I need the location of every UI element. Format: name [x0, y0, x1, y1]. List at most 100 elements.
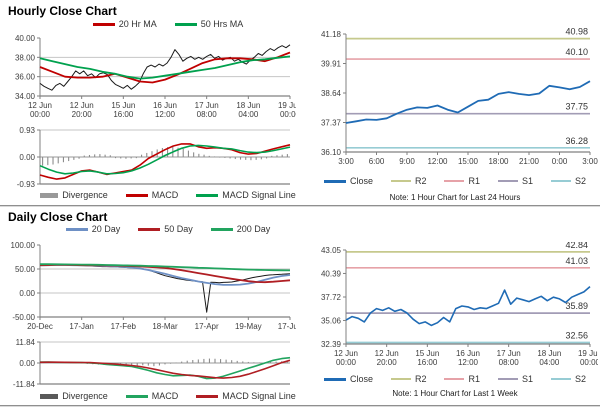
x-tick-label: 08:00 — [499, 358, 520, 367]
y-tick-label: 38.00 — [15, 53, 36, 62]
legend-item: R2 — [390, 176, 426, 186]
x-tick-label: 12 Jun — [70, 101, 94, 110]
hourly-ma-legend: 20 Hr MA 50 Hrs MA — [40, 19, 296, 29]
series-50 Hrs MA — [39, 55, 291, 80]
line-swatch-icon — [92, 22, 115, 26]
y-tick-label: 36.10 — [321, 148, 342, 157]
legend-item: 20 Day — [65, 224, 120, 234]
legend-label: Divergence — [62, 190, 108, 200]
x-tick-label: 17 Jun — [497, 349, 521, 358]
close-24h-plot: 40.98 40.10 37.75 36.28 41.18 39.91 38.64 37.37… — [321, 27, 598, 166]
bar-swatch-icon — [40, 192, 59, 198]
y-tick-label: 50.00 — [15, 265, 36, 274]
x-tick-label: 17-Apr — [195, 322, 219, 331]
series-200 Day — [40, 263, 291, 272]
level-label-R1: 41.03 — [565, 256, 588, 266]
legend-item: MACD Signal Line — [196, 391, 296, 401]
y-tick-label: 41.18 — [321, 30, 342, 39]
y-tick-label: 40.39 — [321, 269, 342, 278]
series-Close — [39, 263, 291, 313]
y-tick-label: 0.00 — [19, 153, 35, 162]
legend-label: R2 — [414, 374, 427, 384]
x-tick-label: 00:00 — [30, 110, 51, 119]
x-tick-label: 12 Jun — [375, 349, 399, 358]
line-swatch-icon — [65, 227, 88, 231]
legend-label: Close — [349, 176, 373, 186]
x-tick-label: 0:00 — [552, 157, 568, 166]
level-label-S2: 32.56 — [565, 331, 588, 341]
y-tick-label: -50.00 — [12, 313, 35, 322]
series-MACD Signal Line — [39, 359, 291, 379]
x-tick-label: 12:00 — [155, 110, 176, 119]
line-swatch-icon — [444, 378, 465, 380]
x-tick-label: 12 Jun — [334, 349, 358, 358]
series-MACD Signal Line — [39, 144, 291, 175]
close-24h-legend: Close R2 R1 S1 S2 — [312, 176, 598, 186]
level-label-S2: 36.28 — [565, 136, 588, 146]
line-swatch-icon — [444, 180, 465, 182]
daily-macd-legend: Divergence MACD MACD Signal Line — [40, 391, 296, 401]
legend-label: MACD — [151, 190, 179, 200]
series-20 Hr MA — [39, 51, 291, 84]
hourly-close-chart: 40.00 38.00 36.00 34.00 12 Jun 00:00 12 Jun 20:… — [2, 30, 302, 127]
legend-label: MACD — [151, 391, 179, 401]
hourly-macd-chart: 0.93 0.00 -0.93 — [2, 122, 296, 197]
legend-label: 200 Day — [236, 224, 271, 234]
x-tick-label: 12 Jun — [28, 101, 52, 110]
bottom-divider — [0, 405, 600, 407]
y-tick-label: 35.06 — [321, 316, 342, 325]
legend-label: R1 — [468, 374, 480, 384]
level-label-R1: 40.10 — [565, 47, 588, 57]
hourly-section-title: Hourly Close Chart — [8, 4, 117, 18]
legend-label: S2 — [575, 176, 587, 186]
y-tick-label: 32.39 — [321, 340, 342, 349]
x-tick-label: 16 Jun — [153, 101, 177, 110]
daily-macd-plot: 11.84 0.00 -11.84 — [13, 338, 291, 389]
close-1week-legend: Close R2 R1 S1 S2 — [312, 374, 598, 384]
y-tick-label: 36.00 — [15, 73, 36, 82]
x-tick-label: 18 Jun — [537, 349, 561, 358]
x-tick-label: 6:00 — [369, 157, 385, 166]
legend-item: 50 Day — [138, 224, 193, 234]
y-tick-label: -11.84 — [13, 380, 36, 389]
legend-item: MACD Signal Line — [196, 190, 296, 200]
line-swatch-icon — [390, 378, 411, 380]
x-tick-label: 16:00 — [113, 110, 134, 119]
daily-close-chart: 100.00 50.00 0.00 -50.00 20-Dec 17-Jan 17-Feb 1… — [2, 237, 303, 340]
x-tick-label: 15:00 — [458, 157, 479, 166]
legend-label: S1 — [522, 374, 534, 384]
legend-item: 20 Hr MA — [92, 19, 157, 29]
close-24h-pivot-chart: 40.98 40.10 37.75 36.28 41.18 39.91 38.64 37.37… — [302, 26, 598, 179]
legend-item: 200 Day — [210, 224, 271, 234]
line-swatch-icon — [125, 193, 148, 197]
x-tick-label: 04:00 — [238, 110, 259, 119]
legend-item: 50 Hrs MA — [174, 19, 243, 29]
line-swatch-icon — [551, 180, 572, 182]
y-tick-label: 43.05 — [321, 246, 342, 255]
bar-swatch-icon — [40, 393, 59, 399]
legend-item: S1 — [498, 176, 533, 186]
daily-section-title: Daily Close Chart — [8, 210, 108, 224]
x-tick-label: 18-Mar — [152, 322, 178, 331]
x-tick-label: 17-Jan — [69, 322, 93, 331]
x-tick-label: 19 Jun — [278, 101, 296, 110]
x-tick-label: 17 Jun — [195, 101, 219, 110]
y-tick-label: 0.00 — [19, 289, 35, 298]
line-swatch-icon — [323, 377, 346, 381]
hourly-macd-legend: Divergence MACD MACD Signal Line — [40, 190, 296, 200]
section-divider — [0, 205, 600, 207]
x-tick-label: 04:00 — [539, 358, 560, 367]
y-tick-label: 37.72 — [321, 293, 342, 302]
x-tick-label: 19-May — [235, 322, 262, 331]
line-swatch-icon — [390, 180, 411, 182]
legend-label: 20 Hr MA — [118, 19, 157, 29]
line-swatch-icon — [196, 394, 219, 398]
series-Close — [39, 44, 291, 91]
y-tick-label: 34.00 — [15, 92, 36, 101]
y-tick-label: 0.00 — [19, 359, 35, 368]
legend-label: Close — [349, 374, 373, 384]
legend-label: MACD Signal Line — [222, 391, 296, 401]
y-tick-label: 38.64 — [321, 89, 342, 98]
x-tick-label: 9:00 — [399, 157, 415, 166]
